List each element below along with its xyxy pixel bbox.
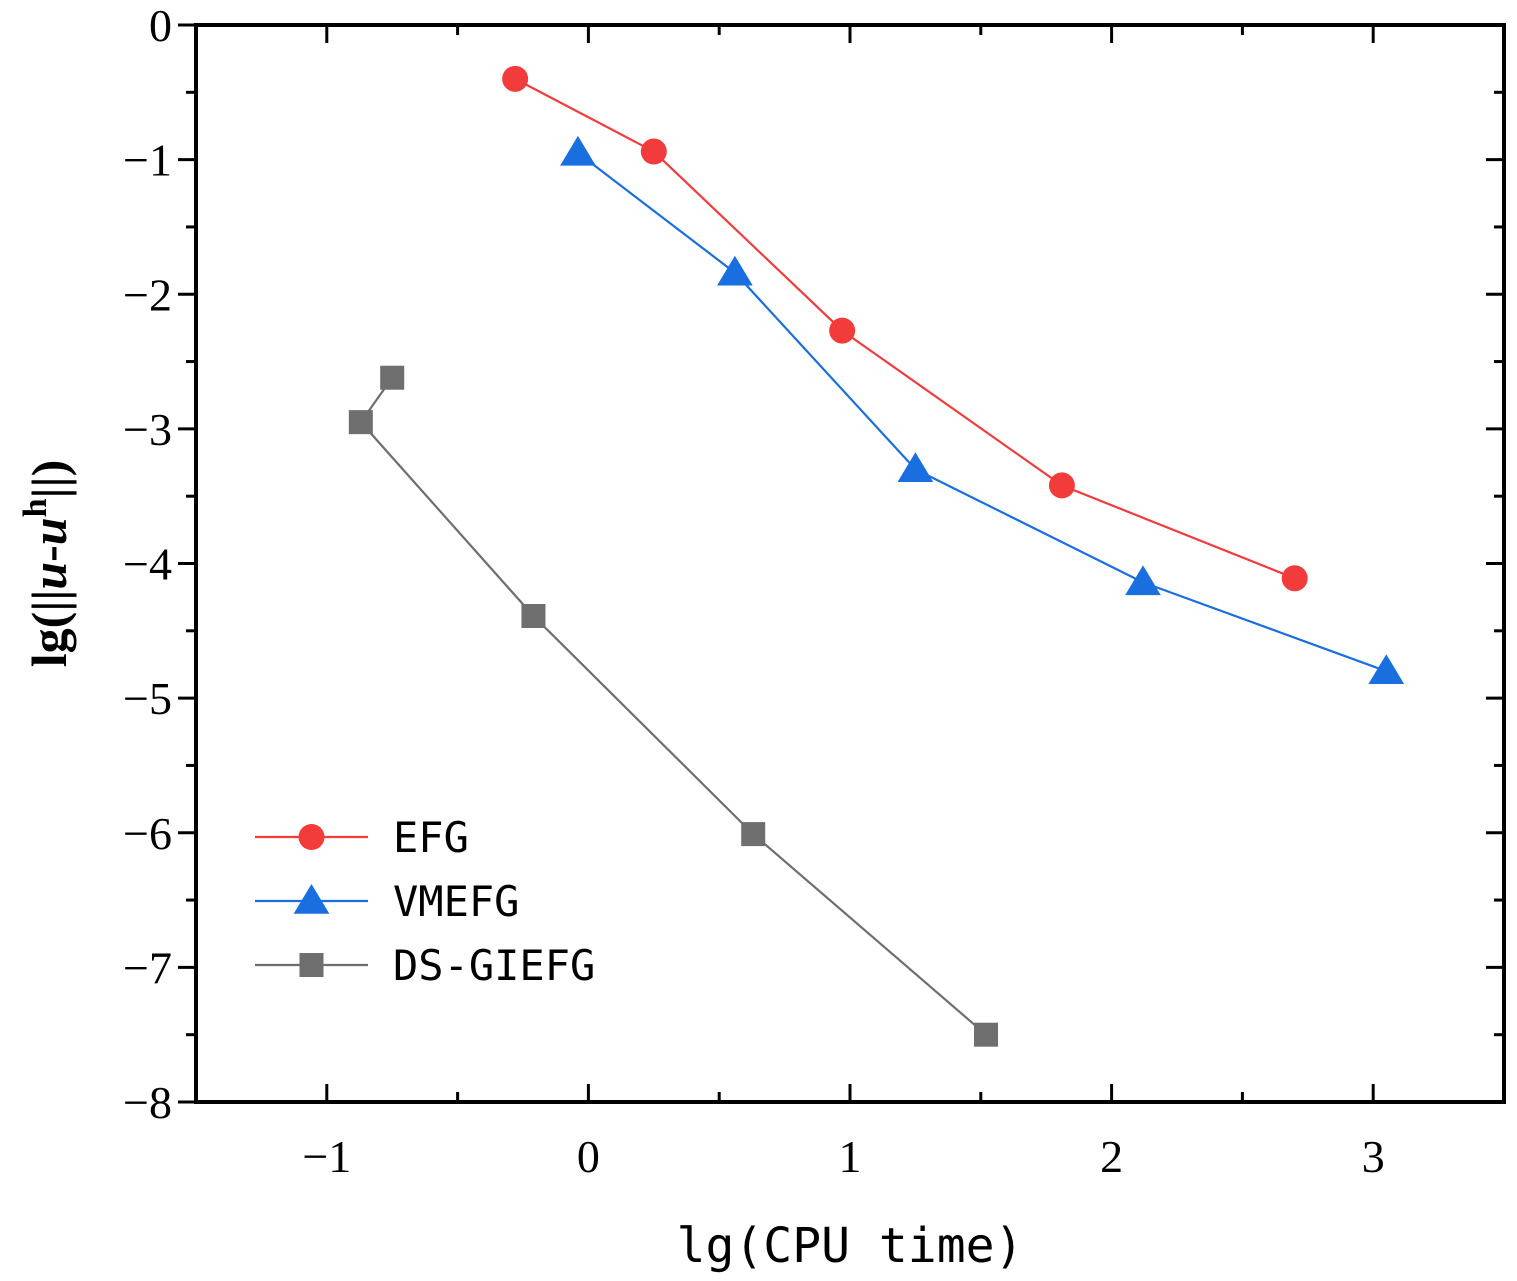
data-point-efg xyxy=(1048,472,1075,499)
y-tick-label: −2 xyxy=(123,269,172,320)
x-tick-label: 0 xyxy=(577,1131,600,1182)
data-point-vmefg xyxy=(1368,654,1405,684)
data-point-ds-giefg xyxy=(741,822,766,847)
x-tick-label: −1 xyxy=(302,1131,351,1182)
y-tick-label: 0 xyxy=(149,0,172,51)
legend-marker-vmefg xyxy=(293,884,330,914)
y-tick-label: −8 xyxy=(123,1077,172,1128)
x-tick-label: 3 xyxy=(1362,1131,1385,1182)
series-ds-giefg xyxy=(348,365,999,1047)
y-axis-label-sup: h xyxy=(17,498,54,517)
legend-label-vmefg: VMEFG xyxy=(393,877,519,926)
legend-item-vmefg: VMEFG xyxy=(255,877,519,926)
legend-label-ds-giefg: DS-GIEFG xyxy=(393,941,595,990)
data-point-ds-giefg xyxy=(521,604,546,629)
x-tick-label: 1 xyxy=(839,1131,862,1182)
data-point-ds-giefg xyxy=(380,365,405,390)
legend-marker-ds-giefg xyxy=(299,953,324,977)
data-point-vmefg xyxy=(717,255,753,286)
data-point-efg xyxy=(502,65,529,92)
data-point-ds-giefg xyxy=(348,410,373,435)
legend-label-efg: EFG xyxy=(393,813,469,862)
data-point-efg xyxy=(640,138,667,165)
x-tick-labels: −1 0 1 2 3 xyxy=(302,1131,1384,1182)
series-line-efg xyxy=(514,77,1296,580)
y-tick-label: −7 xyxy=(123,942,172,993)
y-tick-label: −4 xyxy=(123,539,172,590)
series-line-ds-giefg xyxy=(359,377,987,1036)
x-axis-label: lg(CPU time) xyxy=(677,1218,1024,1274)
series-line-vmefg xyxy=(577,152,1387,673)
legend: EFG VMEFG DS-GIEFG xyxy=(255,813,595,990)
series-vmefg xyxy=(560,135,1405,684)
legend-item-efg: EFG xyxy=(255,813,469,862)
data-point-efg xyxy=(829,317,856,344)
y-tick-label: −5 xyxy=(123,673,172,724)
plot-frame xyxy=(194,23,1506,1104)
data-point-vmefg xyxy=(560,135,596,166)
y-tick-label: −3 xyxy=(123,404,172,455)
legend-item-ds-giefg: DS-GIEFG xyxy=(255,941,595,990)
y-axis-label-dash: - xyxy=(21,545,77,562)
axis-ticks xyxy=(178,23,1506,1104)
series-efg xyxy=(502,65,1308,592)
data-point-ds-giefg xyxy=(974,1022,999,1047)
y-axis-label: lg(||u-uh||) xyxy=(17,460,77,667)
y-axis-label-suffix: ||) xyxy=(21,460,77,499)
data-point-vmefg xyxy=(897,452,934,483)
y-axis-label-prefix: lg(|| xyxy=(21,590,77,668)
y-tick-label: −6 xyxy=(123,808,172,859)
y-tick-labels: 0 −1 −2 −3 −4 −5 −6 −7 −8 xyxy=(123,0,172,1128)
plot-series xyxy=(348,65,1405,1047)
x-tick-label: 2 xyxy=(1100,1131,1123,1182)
legend-marker-efg xyxy=(298,824,325,850)
data-point-efg xyxy=(1281,565,1308,592)
y-axis-label-uh: u xyxy=(21,517,77,545)
y-axis-label-u: u xyxy=(21,562,77,590)
y-tick-label: −1 xyxy=(123,135,172,186)
data-point-vmefg xyxy=(1125,565,1161,596)
